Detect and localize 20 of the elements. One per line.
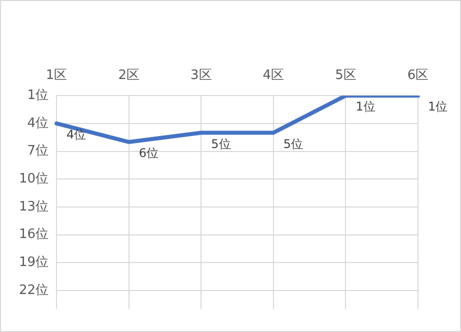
data-label: 6位 [138,146,158,160]
y-tick-label: 19位 [18,254,49,270]
data-label: 5位 [211,136,231,151]
data-label: 5位 [283,136,304,151]
y-tick-label: 4位 [27,116,49,131]
data-label: 1位 [356,100,376,114]
x-tick-label: 2区 [118,68,140,84]
x-tick-label: 4区 [262,68,284,84]
x-tick-label: 5区 [335,68,356,84]
x-tick-label: 3区 [190,68,212,84]
y-tick-label: 16位 [18,227,49,242]
data-label: 4位 [66,128,86,142]
y-tick-label: 1位 [27,88,49,103]
y-tick-label: 7位 [27,144,49,159]
x-tick-label: 1区 [46,68,68,84]
x-tick-label: 6区 [407,68,429,84]
y-tick-label: 22位 [18,282,49,298]
data-label: 1位 [428,100,448,114]
y-tick-label: 10位 [18,171,49,186]
y-tick-label: 13位 [18,199,49,214]
